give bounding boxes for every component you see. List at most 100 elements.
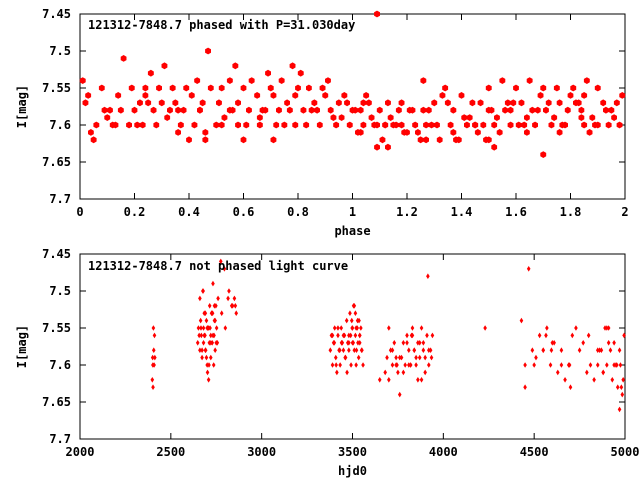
data-point xyxy=(213,347,217,353)
data-points xyxy=(79,10,626,158)
data-point xyxy=(374,10,380,18)
data-point xyxy=(401,340,406,346)
data-point xyxy=(390,347,395,353)
data-point xyxy=(573,99,579,107)
data-point xyxy=(398,99,405,107)
data-point xyxy=(434,121,440,129)
data-point xyxy=(608,347,613,353)
data-point xyxy=(376,106,383,114)
x-tick-label: 0.6 xyxy=(233,205,255,219)
y-tick-label: 7.6 xyxy=(49,118,71,132)
data-point xyxy=(344,317,349,324)
data-point xyxy=(218,84,225,92)
data-point xyxy=(442,84,449,92)
data-point xyxy=(559,347,564,353)
data-point xyxy=(232,62,239,70)
data-point xyxy=(207,303,212,309)
x-tick-label: 1.4 xyxy=(451,205,473,219)
data-point xyxy=(151,384,155,390)
data-point xyxy=(524,114,530,121)
data-point xyxy=(151,347,156,353)
data-point xyxy=(183,84,190,92)
data-point xyxy=(549,347,554,353)
x-tick-label: 1 xyxy=(349,205,356,219)
data-point xyxy=(198,347,202,353)
data-point xyxy=(355,325,360,331)
data-point xyxy=(594,84,601,92)
data-point xyxy=(191,121,198,129)
data-point xyxy=(117,106,124,114)
data-point xyxy=(409,106,416,114)
x-tick-label: 1.8 xyxy=(560,205,582,219)
data-point xyxy=(211,362,216,368)
data-point xyxy=(485,136,492,144)
data-point xyxy=(337,347,342,353)
data-point xyxy=(316,121,323,129)
data-point xyxy=(417,340,422,346)
data-point xyxy=(421,340,426,346)
data-point xyxy=(595,362,600,368)
x-tick-label: 5000 xyxy=(611,445,640,459)
x-tick-label: 4500 xyxy=(520,445,549,459)
data-point xyxy=(541,347,546,353)
data-point xyxy=(600,99,607,107)
data-point xyxy=(526,266,531,272)
data-point xyxy=(347,347,351,353)
y-tick-label: 7.55 xyxy=(42,81,71,95)
data-point xyxy=(212,303,217,309)
data-point xyxy=(429,354,434,361)
data-point xyxy=(585,369,589,376)
x-tick-label: 1.6 xyxy=(505,205,527,219)
data-point xyxy=(150,354,155,361)
data-point xyxy=(374,121,380,129)
data-point xyxy=(559,362,564,368)
data-point xyxy=(534,354,538,361)
data-point xyxy=(504,99,511,107)
data-point xyxy=(112,121,119,129)
data-point xyxy=(289,62,296,70)
data-point xyxy=(553,84,560,92)
data-point xyxy=(354,362,358,368)
data-point xyxy=(568,384,573,390)
y-tick-label: 7.55 xyxy=(42,321,71,335)
data-point xyxy=(134,121,141,129)
data-point xyxy=(502,106,508,114)
data-point xyxy=(374,143,380,151)
data-point xyxy=(198,295,202,302)
data-point xyxy=(379,136,386,144)
data-point xyxy=(363,92,370,99)
data-point xyxy=(431,99,438,107)
data-point xyxy=(559,121,566,129)
data-point xyxy=(308,106,315,114)
data-point xyxy=(574,325,578,331)
data-point xyxy=(412,347,417,353)
data-point xyxy=(357,317,361,324)
data-point xyxy=(428,347,433,353)
data-point xyxy=(213,317,217,324)
data-point xyxy=(395,106,402,114)
data-point xyxy=(354,347,359,353)
data-point xyxy=(211,280,215,287)
data-point xyxy=(397,354,402,361)
data-point xyxy=(107,106,113,114)
data-point xyxy=(164,114,171,121)
data-point xyxy=(425,332,429,339)
data-point xyxy=(513,84,519,92)
data-point xyxy=(352,347,357,353)
data-point xyxy=(430,332,435,339)
data-point xyxy=(589,114,596,121)
data-point xyxy=(292,121,299,129)
data-point xyxy=(564,106,571,114)
data-point xyxy=(606,340,611,346)
data-point xyxy=(545,325,549,331)
data-point xyxy=(341,332,346,339)
data-point xyxy=(618,362,623,368)
data-point xyxy=(322,92,329,99)
data-point xyxy=(235,99,241,107)
data-point xyxy=(523,362,527,368)
data-point xyxy=(592,377,596,383)
data-point xyxy=(606,325,611,331)
data-point xyxy=(330,362,335,368)
